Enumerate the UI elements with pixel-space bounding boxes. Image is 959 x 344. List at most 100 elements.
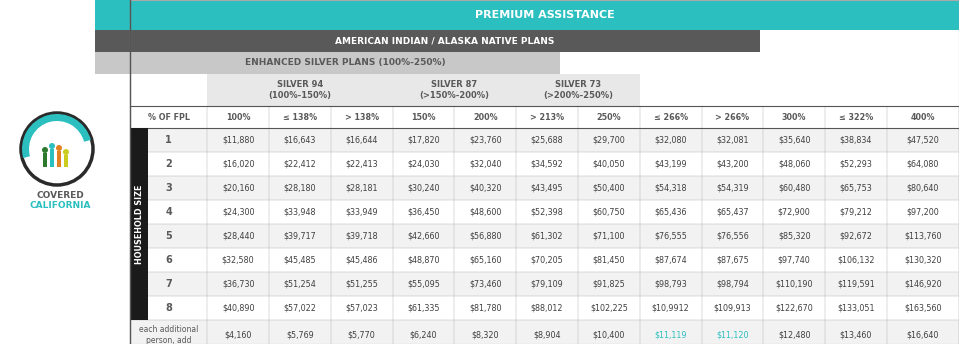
Text: ≤ 266%: ≤ 266% xyxy=(654,112,688,121)
Text: 3: 3 xyxy=(165,183,172,193)
Text: $32,080: $32,080 xyxy=(654,136,687,144)
Text: $8,904: $8,904 xyxy=(533,331,561,340)
Bar xyxy=(130,30,760,52)
Text: $61,335: $61,335 xyxy=(408,303,440,312)
Text: $23,760: $23,760 xyxy=(469,136,502,144)
Bar xyxy=(130,106,959,128)
Bar xyxy=(130,224,959,248)
Circle shape xyxy=(56,145,62,151)
Bar xyxy=(130,128,148,320)
Text: $92,672: $92,672 xyxy=(839,232,873,240)
Text: > 266%: > 266% xyxy=(715,112,750,121)
Text: 2: 2 xyxy=(165,159,172,169)
Text: $65,160: $65,160 xyxy=(469,256,502,265)
Text: $5,770: $5,770 xyxy=(348,331,376,340)
Text: $51,255: $51,255 xyxy=(345,279,378,289)
Text: each additional
person, add: each additional person, add xyxy=(139,325,199,344)
Text: 8: 8 xyxy=(165,303,172,313)
Text: $50,400: $50,400 xyxy=(593,183,625,193)
Text: $33,949: $33,949 xyxy=(345,207,378,216)
Bar xyxy=(130,200,959,224)
Text: $55,095: $55,095 xyxy=(407,279,440,289)
Text: $40,890: $40,890 xyxy=(222,303,254,312)
Text: $60,750: $60,750 xyxy=(593,207,625,216)
Circle shape xyxy=(63,149,69,155)
Text: $73,460: $73,460 xyxy=(469,279,502,289)
Text: $64,080: $64,080 xyxy=(907,160,939,169)
Text: $13,460: $13,460 xyxy=(840,331,872,340)
Text: $11,119: $11,119 xyxy=(654,331,687,340)
Text: $24,300: $24,300 xyxy=(222,207,254,216)
Text: $30,240: $30,240 xyxy=(408,183,440,193)
Bar xyxy=(392,74,516,106)
Text: $34,592: $34,592 xyxy=(530,160,564,169)
Text: $11,880: $11,880 xyxy=(222,136,254,144)
Text: $28,181: $28,181 xyxy=(345,183,378,193)
Bar xyxy=(516,74,640,106)
Text: $113,760: $113,760 xyxy=(904,232,942,240)
Text: $79,109: $79,109 xyxy=(530,279,564,289)
Circle shape xyxy=(49,143,55,149)
Text: COVERED: COVERED xyxy=(36,192,83,201)
Text: $36,730: $36,730 xyxy=(222,279,254,289)
Text: $52,293: $52,293 xyxy=(839,160,873,169)
Text: $81,450: $81,450 xyxy=(593,256,625,265)
Text: $97,740: $97,740 xyxy=(778,256,810,265)
Text: $130,320: $130,320 xyxy=(904,256,942,265)
Text: $79,212: $79,212 xyxy=(839,207,873,216)
Text: $98,794: $98,794 xyxy=(716,279,749,289)
Bar xyxy=(130,296,959,320)
Text: $16,640: $16,640 xyxy=(907,331,939,340)
Text: $29,700: $29,700 xyxy=(593,136,625,144)
Text: $81,780: $81,780 xyxy=(469,303,502,312)
Text: $146,920: $146,920 xyxy=(904,279,942,289)
Text: 5: 5 xyxy=(165,231,172,241)
Text: $40,050: $40,050 xyxy=(593,160,625,169)
Text: $42,660: $42,660 xyxy=(408,232,440,240)
Text: $119,591: $119,591 xyxy=(837,279,875,289)
Text: $106,132: $106,132 xyxy=(837,256,875,265)
Text: SILVER 73
(>200%-250%): SILVER 73 (>200%-250%) xyxy=(543,79,613,100)
Text: $48,600: $48,600 xyxy=(469,207,502,216)
Bar xyxy=(130,128,959,152)
Text: $28,180: $28,180 xyxy=(284,183,316,193)
Text: $39,717: $39,717 xyxy=(284,232,316,240)
Text: $12,480: $12,480 xyxy=(778,331,810,340)
Text: $36,450: $36,450 xyxy=(408,207,440,216)
Text: $43,495: $43,495 xyxy=(530,183,563,193)
Bar xyxy=(57,151,61,167)
Text: $52,398: $52,398 xyxy=(530,207,564,216)
Text: $54,319: $54,319 xyxy=(716,183,749,193)
Text: $8,320: $8,320 xyxy=(472,331,499,340)
Text: $163,560: $163,560 xyxy=(904,303,942,312)
Text: $109,913: $109,913 xyxy=(713,303,751,312)
Text: $32,580: $32,580 xyxy=(222,256,254,265)
Bar xyxy=(0,0,130,344)
Text: 150%: 150% xyxy=(411,112,435,121)
Text: $98,793: $98,793 xyxy=(654,279,687,289)
Bar xyxy=(130,52,560,74)
Text: $4,160: $4,160 xyxy=(224,331,252,340)
Text: $87,674: $87,674 xyxy=(654,256,687,265)
Text: $57,023: $57,023 xyxy=(345,303,378,312)
Text: $22,413: $22,413 xyxy=(345,160,378,169)
Text: CALIFORNIA: CALIFORNIA xyxy=(30,202,91,211)
Text: $17,820: $17,820 xyxy=(408,136,440,144)
Text: $87,675: $87,675 xyxy=(716,256,749,265)
Text: $57,022: $57,022 xyxy=(284,303,316,312)
Text: 1: 1 xyxy=(165,135,172,145)
Text: $51,254: $51,254 xyxy=(284,279,316,289)
Bar xyxy=(130,0,959,30)
Text: 250%: 250% xyxy=(596,112,621,121)
Text: AMERICAN INDIAN / ALASKA NATIVE PLANS: AMERICAN INDIAN / ALASKA NATIVE PLANS xyxy=(336,36,554,45)
Text: $70,205: $70,205 xyxy=(530,256,564,265)
Text: SILVER 87
(>150%-200%): SILVER 87 (>150%-200%) xyxy=(419,79,489,100)
Bar xyxy=(64,155,68,167)
Text: $60,480: $60,480 xyxy=(778,183,810,193)
Text: $110,190: $110,190 xyxy=(776,279,813,289)
Text: $32,081: $32,081 xyxy=(716,136,749,144)
Bar xyxy=(130,0,959,344)
Text: $32,040: $32,040 xyxy=(469,160,502,169)
Text: $91,825: $91,825 xyxy=(593,279,625,289)
Text: $16,644: $16,644 xyxy=(345,136,378,144)
